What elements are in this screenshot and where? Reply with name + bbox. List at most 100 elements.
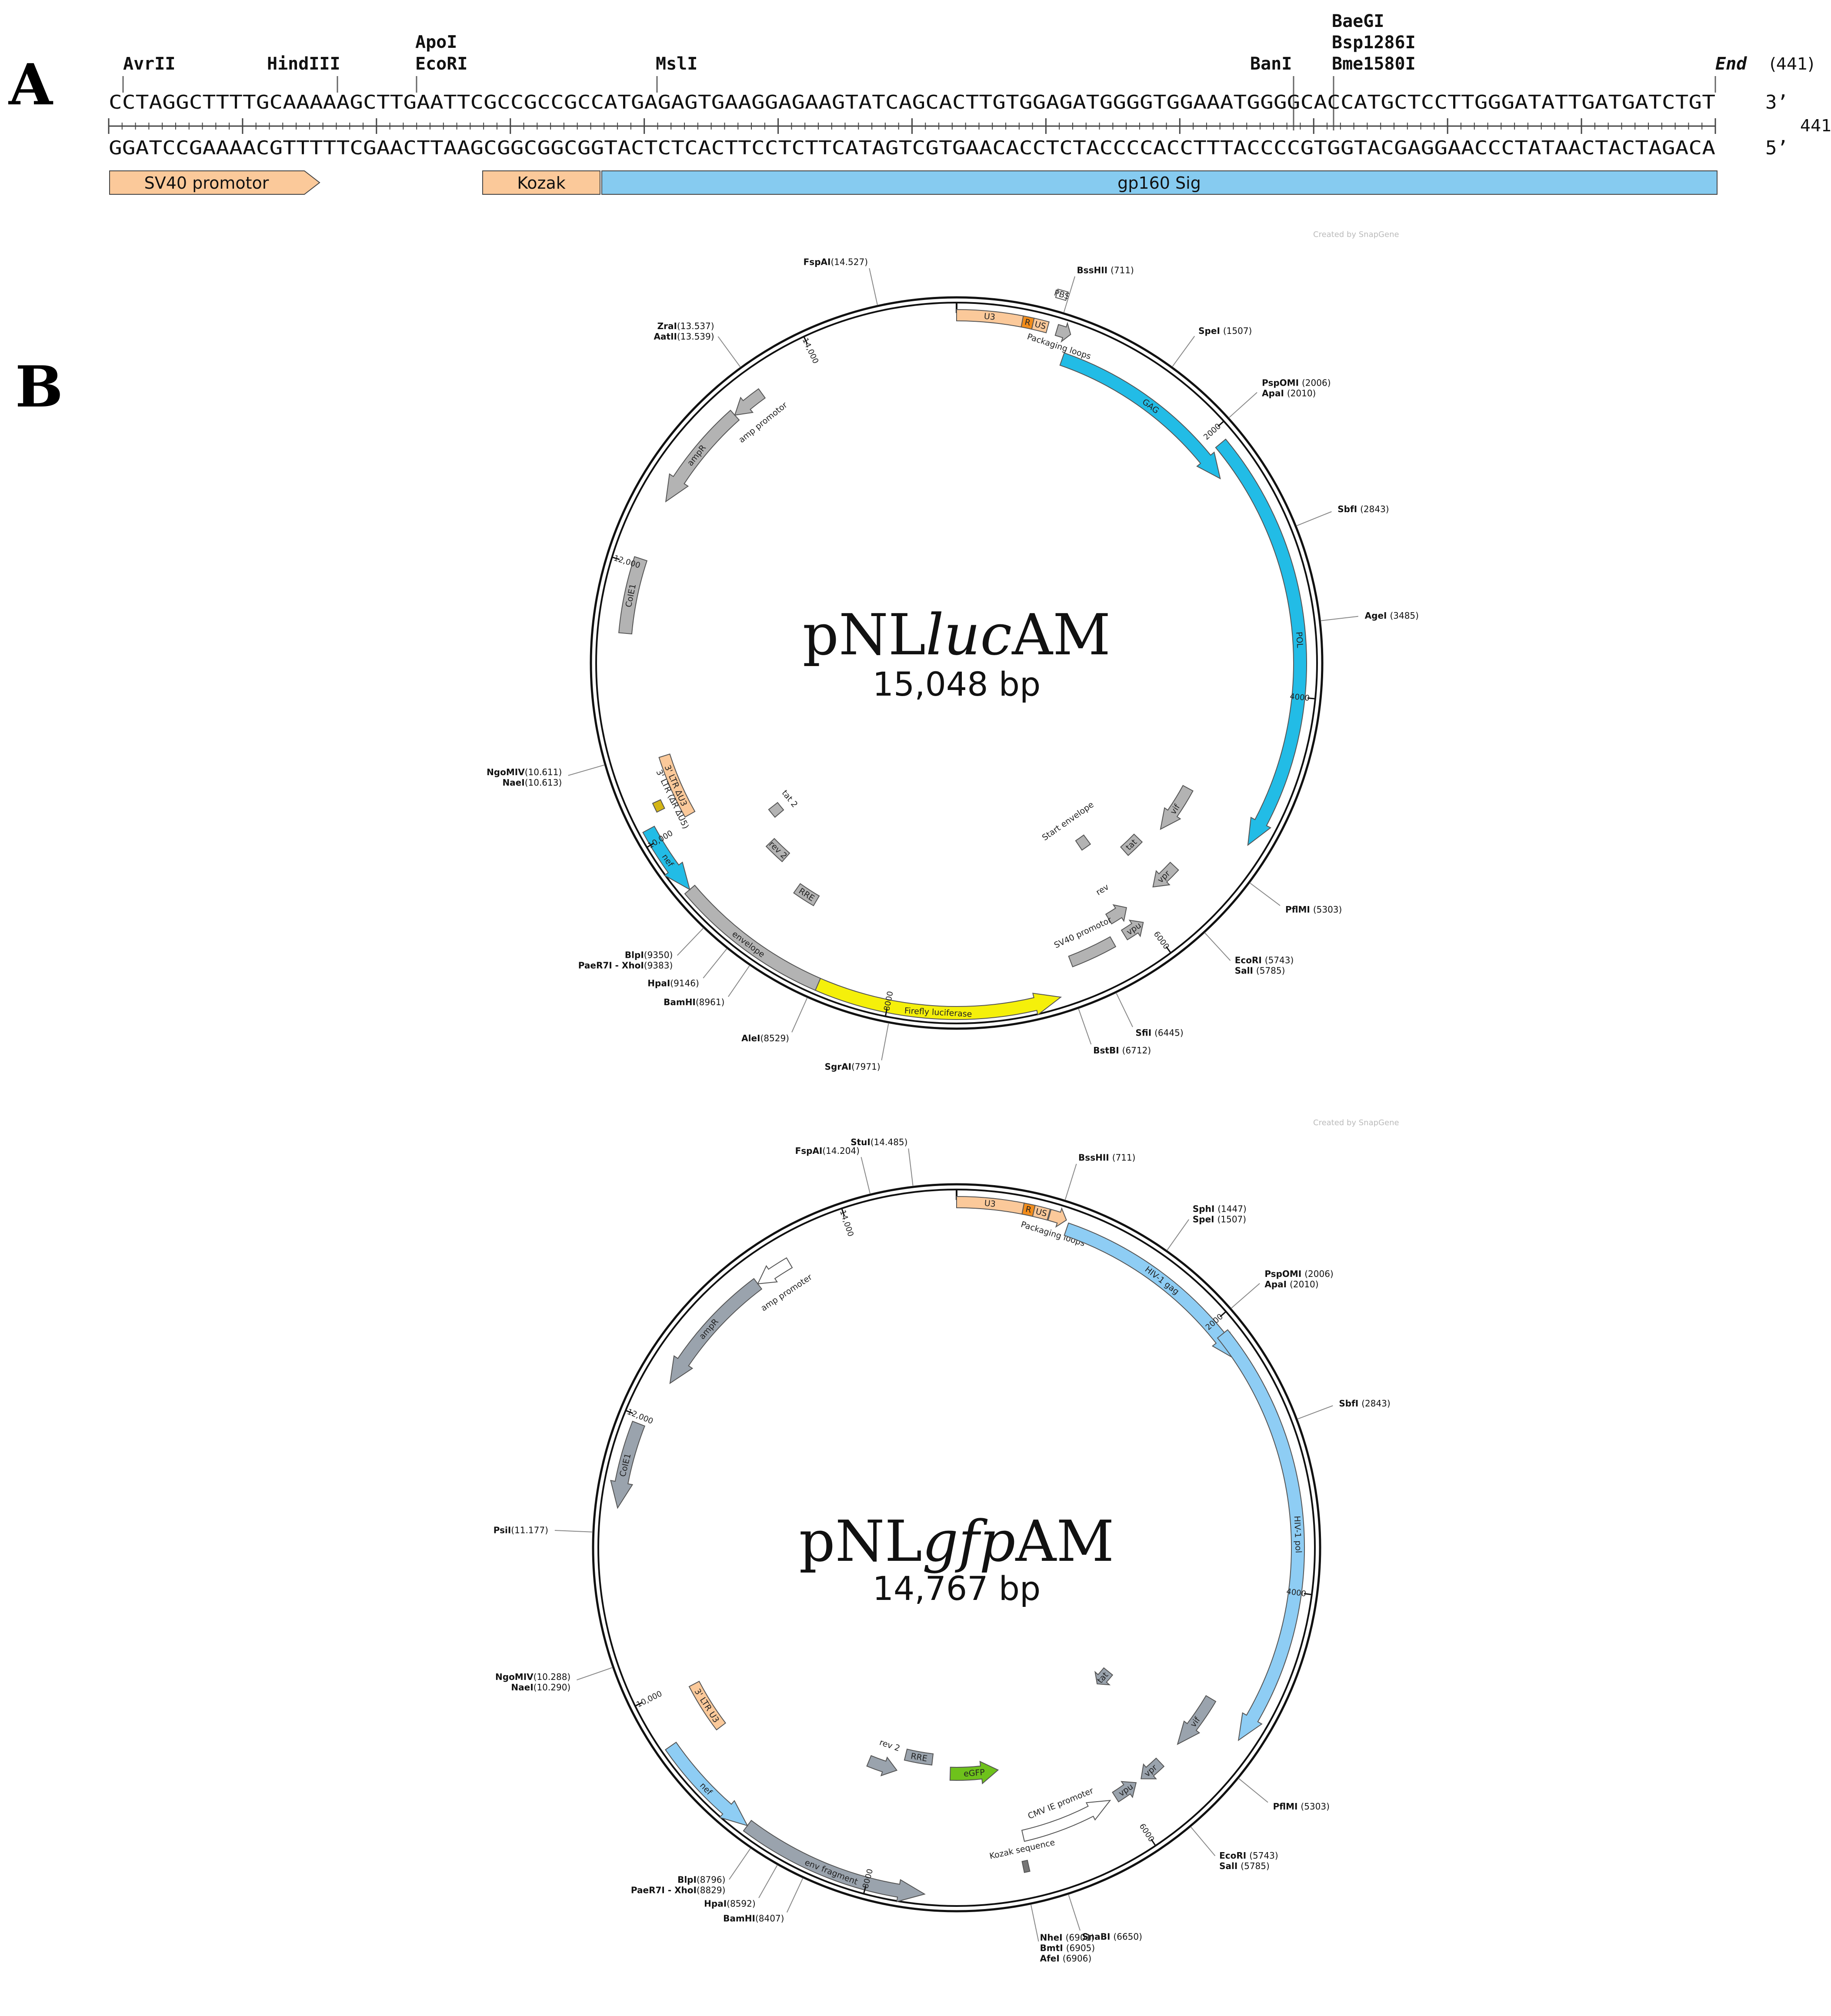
site-naei: NaeI(10.290) bbox=[511, 1682, 570, 1693]
scale-tick bbox=[612, 556, 620, 560]
site-leader bbox=[1321, 616, 1358, 621]
scale-tick bbox=[1151, 1839, 1156, 1846]
scale-tick-label: 14,000 bbox=[800, 337, 820, 365]
site-fspai: FspAI(14.527) bbox=[804, 257, 868, 267]
strand-end-3prime: 3’ bbox=[1765, 91, 1788, 113]
site-leader bbox=[1064, 1163, 1077, 1200]
site-nhei: NheI (6901) bbox=[1040, 1932, 1094, 1943]
panel-b: B Created by SnapGene U3R USPBSPackaging … bbox=[15, 230, 1419, 1963]
site-leader bbox=[1068, 1894, 1081, 1931]
site-label: AvrII bbox=[123, 54, 175, 74]
feature-vpr bbox=[1141, 1757, 1165, 1779]
site-leader bbox=[1190, 1826, 1216, 1856]
site-bsshii: BssHII (711) bbox=[1077, 265, 1134, 275]
scale-tick bbox=[1217, 420, 1224, 427]
feature-3-ltr-u3 bbox=[658, 753, 696, 818]
scale-tick-label: 12,000 bbox=[613, 553, 641, 570]
feature-nef bbox=[642, 826, 690, 891]
plasmid-name: pNLgfpAM bbox=[799, 1508, 1114, 1574]
scale-tick-label: 12,000 bbox=[626, 1407, 654, 1426]
site-apai: ApaI (2010) bbox=[1264, 1279, 1318, 1290]
scale-tick bbox=[841, 1208, 845, 1216]
feature-tat bbox=[1120, 833, 1143, 856]
feature-rev-2 bbox=[765, 838, 790, 863]
site-hindiii: HindIII bbox=[267, 54, 340, 93]
feature-rev-2 bbox=[866, 1755, 898, 1776]
site-label: Bme1580I bbox=[1332, 54, 1416, 74]
feature-firefly-luciferase bbox=[814, 977, 1062, 1020]
feature-packaging-loops bbox=[1054, 321, 1071, 343]
feature-gag bbox=[1059, 352, 1221, 480]
site-ngomiv: NgoMIV(10.611) bbox=[487, 767, 562, 777]
site-leader bbox=[703, 948, 727, 979]
feature-r-label: R bbox=[1025, 1204, 1032, 1215]
feature-amp-promoter bbox=[757, 1257, 793, 1285]
feature-cmv-ie-promoter bbox=[1021, 1799, 1111, 1842]
site-leader bbox=[881, 1023, 889, 1061]
plasmid-size: 14,767 bp bbox=[873, 1569, 1041, 1608]
feature-envelope bbox=[684, 884, 821, 991]
site-sbfi: SbfI (2843) bbox=[1337, 504, 1389, 514]
feature-vpu bbox=[1112, 1781, 1137, 1803]
site-spei: SpeI (1507) bbox=[1198, 326, 1252, 336]
site-leader bbox=[577, 1667, 613, 1681]
feature-egfp bbox=[949, 1760, 999, 1785]
feature-label: Kozak bbox=[517, 173, 566, 193]
scale-tick bbox=[1304, 1593, 1312, 1596]
site-leader bbox=[554, 1529, 593, 1533]
feature-r-label: R bbox=[1024, 317, 1031, 328]
site-leader bbox=[786, 1878, 804, 1913]
feature-env-fragment bbox=[743, 1819, 926, 1903]
site-ecori: EcoRI (5743) bbox=[1235, 955, 1294, 966]
site-leader bbox=[860, 1157, 871, 1194]
site-bamhi: BamHI(8407) bbox=[723, 1913, 784, 1923]
feature-hiv-1-pol-label: HIV-1 pol bbox=[1292, 1516, 1303, 1553]
site-leader bbox=[1238, 1778, 1268, 1803]
site-sbfi: SbfI (2843) bbox=[1339, 1398, 1390, 1409]
site-label: HindIII bbox=[267, 54, 340, 74]
site-leader bbox=[908, 1148, 914, 1186]
site-leader bbox=[1078, 1008, 1092, 1045]
site-label: Bsp1286I bbox=[1332, 33, 1416, 53]
site-paer7i-xhoi: PaeR7I - XhoI(9383) bbox=[578, 960, 673, 970]
feature-us bbox=[1032, 1205, 1051, 1221]
feature-3-ltr-r-u5 bbox=[652, 799, 665, 813]
scale-tick-label: 6000 bbox=[1137, 1822, 1156, 1844]
site-leader bbox=[1063, 276, 1076, 313]
feature-kozak: Kozak bbox=[482, 170, 600, 195]
end-label: End bbox=[1715, 54, 1747, 74]
site-naei: NaeI(10.613) bbox=[502, 777, 562, 788]
site-sfii: SfiI (6445) bbox=[1135, 1028, 1183, 1038]
feature-sv40-promotor: SV40 promotor bbox=[109, 170, 320, 195]
site-bamhi: BamHI(8961) bbox=[664, 997, 724, 1007]
feature-rev-label: rev bbox=[1094, 882, 1111, 897]
scale-tick bbox=[884, 1008, 888, 1016]
site-leader bbox=[869, 268, 878, 306]
site-leader bbox=[728, 965, 750, 997]
scale-tick bbox=[863, 1886, 867, 1894]
site-agei: AgeI (3485) bbox=[1365, 610, 1419, 621]
feature-tat bbox=[1094, 1667, 1114, 1686]
site-blpi: BlpI(8796) bbox=[677, 1874, 725, 1885]
site-afei: AfeI (6906) bbox=[1040, 1953, 1092, 1963]
site-pspomi: PspOMI (2006) bbox=[1264, 1269, 1333, 1279]
feature-pol bbox=[1215, 438, 1307, 846]
panel-a-features: SV40 promotor Kozak gp160 Sig bbox=[109, 170, 1718, 195]
site-paer7i-xhoi: PaeR7I - XhoI(8829) bbox=[631, 1885, 726, 1895]
ruler-end-number: 441 bbox=[1800, 116, 1831, 135]
backbone-outer-ring bbox=[590, 296, 1324, 1030]
scale-tick bbox=[635, 1702, 643, 1707]
feature-rev-2-label: rev 2 bbox=[878, 1738, 901, 1753]
site-leader bbox=[677, 927, 704, 956]
site-aatii: AatII(13.539) bbox=[654, 331, 714, 342]
site-zrai: ZraI(13.537) bbox=[657, 321, 714, 331]
site-pflmi: PflMI (5303) bbox=[1273, 1801, 1330, 1812]
feature-start-envelope bbox=[1075, 834, 1091, 851]
feature-coie1 bbox=[618, 556, 648, 635]
site-leader bbox=[1167, 1219, 1190, 1251]
feature-u3-label: U3 bbox=[984, 311, 996, 322]
panel-a-letter: A bbox=[8, 51, 53, 118]
site-bmti: BmtI (6905) bbox=[1040, 1943, 1095, 1953]
